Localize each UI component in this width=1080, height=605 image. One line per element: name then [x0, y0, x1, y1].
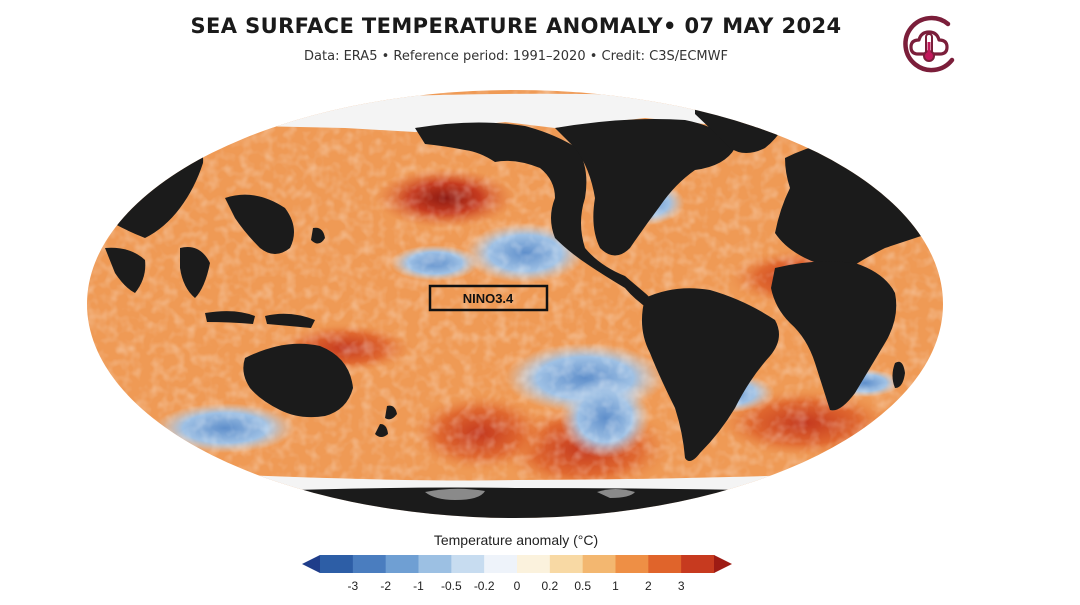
colorbar-segment: [385, 555, 419, 573]
colorbar-segment: [484, 555, 518, 573]
colorbar-tick-label: -1: [413, 579, 424, 593]
colorbar-tick-label: -0.5: [440, 579, 462, 593]
colorbar-tick-label: -3: [347, 579, 359, 593]
colorbar-tick-label: -0.2: [473, 579, 495, 593]
colorbar-tick-label: 3: [677, 579, 685, 593]
colorbar-low-extend: [302, 555, 320, 573]
colorbar-segment: [451, 555, 485, 573]
colorbar-segment: [681, 555, 715, 573]
colorbar-tick-label: 0.5: [574, 579, 591, 593]
legend-title: Temperature anomaly (°C): [433, 532, 599, 548]
colorbar-tick-label: 0: [513, 579, 521, 593]
cloud-thermometer-icon: [903, 15, 955, 73]
colorbar-segment: [615, 555, 649, 573]
nino34-box: [428, 284, 549, 312]
colorbar-tick-label: 0.2: [541, 579, 559, 593]
page-subtitle: Data: ERA5 • Reference period: 1991–2020…: [304, 49, 728, 64]
colorbar-high-extend: [714, 555, 732, 573]
colorbar-segment: [648, 555, 682, 573]
colorbar-segment: [352, 555, 387, 573]
colorbar-segment: [320, 555, 354, 573]
colorbar-ticks: -3 -2 -1 -0.5 -0.2 0 0.2 0.5 1 2 3: [0, 579, 1080, 597]
world-map: NINO3.4: [87, 90, 943, 518]
colorbar-tick-label: 2: [644, 579, 652, 593]
colorbar-segment: [549, 555, 584, 573]
colorbar-tick-label: 1: [612, 579, 619, 593]
colorbar-segment: [418, 555, 452, 573]
page-title: SEA SURFACE TEMPERATURE ANOMALY• 07 MAY …: [190, 14, 842, 38]
colorbar-segment: [517, 555, 551, 573]
nino34-label: NINO3.4: [463, 291, 514, 306]
colorbar-segment: [582, 555, 616, 573]
colorbar-tick-label: -2: [380, 579, 391, 593]
colorbar: [302, 555, 732, 573]
